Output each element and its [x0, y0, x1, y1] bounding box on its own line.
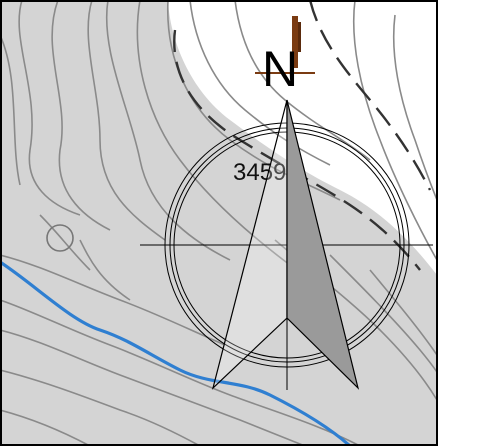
elevation-label: 3459 [233, 159, 286, 186]
north-label: N [262, 41, 298, 97]
survey-marker-icon [255, 16, 315, 78]
upper-contour-lines [189, 0, 437, 261]
north-arrow-icon [211, 99, 360, 390]
river-line [0, 260, 352, 446]
map-border [0, 0, 438, 446]
map-feature-circle [46, 224, 74, 252]
dashed-contour-line-right [308, 0, 432, 191]
